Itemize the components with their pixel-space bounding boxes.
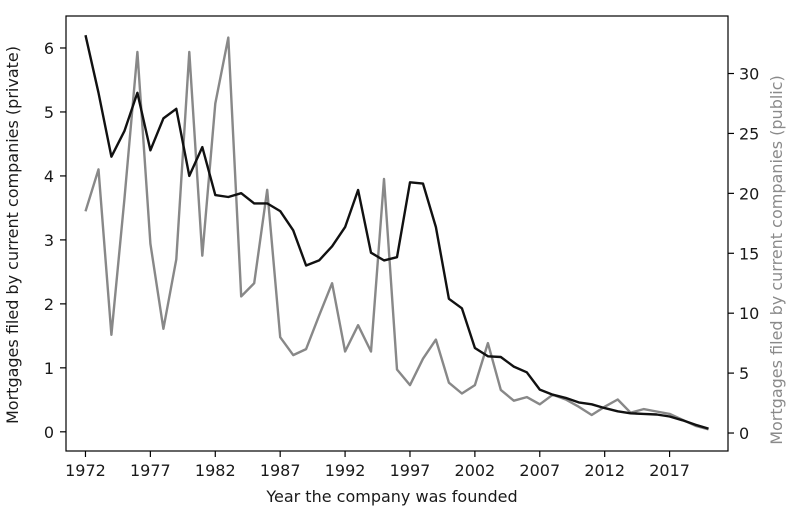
series-line-public xyxy=(84,36,709,431)
x-tick-label: 2002 xyxy=(455,461,496,480)
left-tick-label: 0 xyxy=(44,423,54,442)
right-axis-ticks: 0 5 10 15 20 25 30 xyxy=(728,65,759,443)
right-tick-label: 10 xyxy=(739,304,759,323)
x-tick-label: 1972 xyxy=(65,461,106,480)
x-tick-label: 1997 xyxy=(390,461,431,480)
left-tick-label: 6 xyxy=(44,39,54,58)
right-tick-label: 20 xyxy=(739,184,759,203)
left-tick-label: 1 xyxy=(44,359,54,378)
left-tick-label: 5 xyxy=(44,103,54,122)
right-tick-label: 25 xyxy=(739,124,759,143)
x-tick-label: 1982 xyxy=(195,461,236,480)
x-tick-label: 1987 xyxy=(260,461,301,480)
series-line-private xyxy=(84,34,709,430)
x-axis-title: Year the company was founded xyxy=(265,487,517,506)
x-tick-label: 2017 xyxy=(649,461,690,480)
right-axis-title: Mortgages filed by current companies (pu… xyxy=(767,75,786,445)
x-tick-label: 2007 xyxy=(519,461,560,480)
plot-area-frame xyxy=(65,15,729,452)
left-axis-title: Mortgages filed by current companies (pr… xyxy=(3,46,22,424)
right-tick-label: 5 xyxy=(739,364,749,383)
left-tick-label: 4 xyxy=(44,167,54,186)
left-axis-ticks: 0 1 2 3 4 5 6 xyxy=(44,39,66,442)
right-tick-label: 30 xyxy=(739,65,759,84)
left-tick-label: 2 xyxy=(44,295,54,314)
x-tick-label: 1977 xyxy=(130,461,171,480)
right-tick-label: 15 xyxy=(739,244,759,263)
x-tick-label: 1992 xyxy=(325,461,366,480)
x-axis-ticks: 1972 1977 1982 1987 1992 1997 2002 2007 2012 2017 xyxy=(65,451,690,480)
x-tick-label: 2012 xyxy=(584,461,625,480)
right-tick-label: 0 xyxy=(739,424,749,443)
left-tick-label: 3 xyxy=(44,231,54,250)
